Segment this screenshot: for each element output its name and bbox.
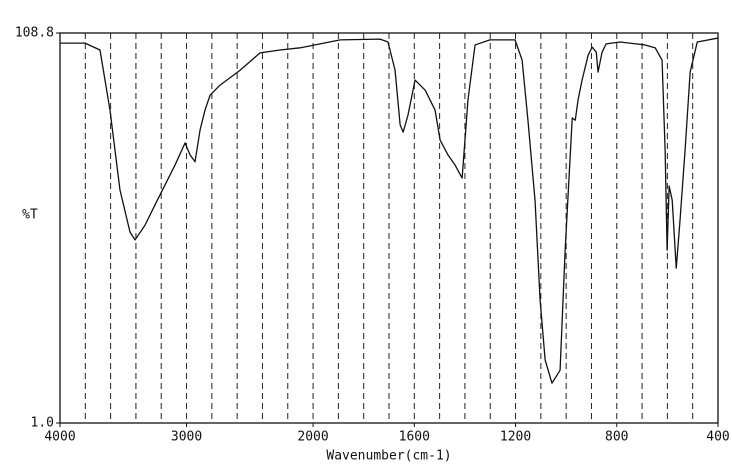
x-tick-label: 800 [605, 430, 628, 445]
x-tick-label: 3000 [171, 430, 202, 445]
spectrum-line [60, 37, 719, 384]
y-tick-label: 108.8 [15, 26, 54, 41]
x-tick-label: 1200 [500, 430, 531, 445]
plot-frame [59, 32, 719, 424]
x-tick-label: 2000 [297, 430, 328, 445]
x-tick-label: 4000 [44, 430, 75, 445]
x-tick-label: 400 [706, 430, 729, 445]
y-tick-label: 1.0 [31, 416, 54, 431]
y-axis-label: %T [22, 208, 38, 223]
x-tick-label: 1600 [399, 430, 430, 445]
x-axis-label: Wavenumber(cm-1) [326, 449, 451, 464]
